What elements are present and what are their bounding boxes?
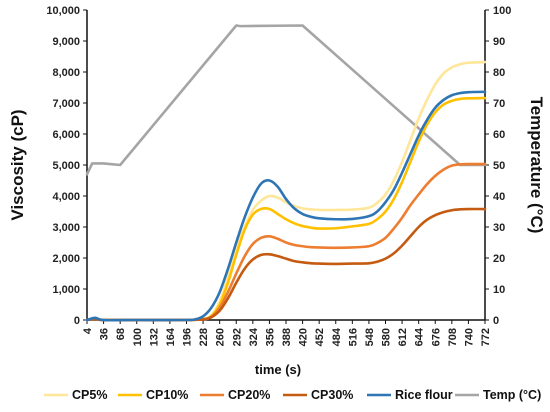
series-line-cp5 bbox=[85, 60, 487, 322]
y-right-tick-label: 40 bbox=[493, 191, 505, 203]
legend-label-cp5: CP5% bbox=[72, 388, 107, 402]
x-tick-label: 676 bbox=[430, 328, 442, 346]
series-line-cp30 bbox=[85, 207, 487, 322]
x-tick-label: 548 bbox=[364, 328, 376, 346]
y-left-tick-label: 5,000 bbox=[52, 160, 80, 172]
y-right-tick-label: 60 bbox=[493, 129, 505, 141]
x-tick-label: 644 bbox=[414, 327, 426, 346]
x-tick-label: 420 bbox=[298, 328, 310, 346]
y-left-tick-label: 7,000 bbox=[52, 98, 80, 110]
y-left-tick-label: 2,000 bbox=[52, 253, 80, 265]
y-left-tick-labels: 0 1,000 2,000 3,000 4,000 5,000 6,000 7,000 8,00… bbox=[46, 5, 87, 327]
x-tick-label: 772 bbox=[480, 328, 492, 346]
y-right-tick-label: 0 bbox=[493, 315, 499, 327]
y-left-tick-label: 9,000 bbox=[52, 36, 80, 48]
y-right-tick-label: 10 bbox=[493, 284, 505, 296]
legend-label-cp20: CP20% bbox=[228, 388, 270, 402]
legend-label-rice-flour: Rice flour bbox=[395, 388, 453, 402]
y-left-tick-label: 3,000 bbox=[52, 222, 80, 234]
x-tick-label: 292 bbox=[231, 328, 243, 346]
y-left-tick-label: 1,000 bbox=[52, 284, 80, 296]
x-tick-label: 516 bbox=[347, 328, 359, 346]
series-line-rice-flour bbox=[85, 90, 487, 322]
x-tick-label: 4 bbox=[82, 327, 94, 334]
x-tick-label: 164 bbox=[165, 327, 177, 346]
y-left-tick-label: 8,000 bbox=[52, 67, 80, 79]
x-tick-label: 324 bbox=[248, 327, 260, 346]
x-tick-labels: 4 36 68 100 132 164 196 228 260 292 324 356 388 420 45… bbox=[82, 320, 492, 346]
x-tick-label: 196 bbox=[182, 328, 194, 346]
x-tick-label: 132 bbox=[148, 328, 160, 346]
series-line-cp20 bbox=[85, 162, 487, 322]
y-left-tick-label: 6,000 bbox=[52, 129, 80, 141]
y-left-tick-label: 0 bbox=[74, 315, 80, 327]
x-tick-label: 228 bbox=[198, 328, 210, 346]
y-right-tick-label: 80 bbox=[493, 67, 505, 79]
x-tick-label: 484 bbox=[331, 327, 343, 346]
plot-area: 4 36 68 100 132 164 196 228 260 292 324 356 388 420 45… bbox=[46, 5, 511, 346]
x-tick-label: 260 bbox=[215, 328, 227, 346]
x-tick-label: 708 bbox=[447, 328, 459, 346]
x-tick-label: 68 bbox=[115, 328, 127, 340]
legend-label-cp30: CP30% bbox=[311, 388, 353, 402]
y-right-tick-label: 50 bbox=[493, 160, 505, 172]
x-tick-label: 100 bbox=[132, 328, 144, 346]
y-left-axis-title: Viscosity (cP) bbox=[8, 109, 27, 220]
x-tick-label: 612 bbox=[397, 328, 409, 346]
legend: CP5% CP10% CP20% CP30% Rice flour Temp (°C) bbox=[44, 388, 541, 402]
series-line-temp-c bbox=[85, 24, 487, 176]
x-tick-label: 36 bbox=[99, 328, 111, 340]
x-tick-label: 356 bbox=[264, 328, 276, 346]
y-left-tick-label: 4,000 bbox=[52, 191, 80, 203]
y-right-tick-label: 20 bbox=[493, 253, 505, 265]
x-tick-label: 580 bbox=[381, 328, 393, 346]
y-right-tick-label: 90 bbox=[493, 36, 505, 48]
y-left-tick-label: 10,000 bbox=[46, 5, 80, 17]
y-right-tick-label: 30 bbox=[493, 222, 505, 234]
y-right-axis-title: Temperature (°C) bbox=[527, 97, 546, 234]
x-tick-label: 740 bbox=[463, 328, 475, 346]
y-right-tick-label: 100 bbox=[493, 5, 511, 17]
x-axis-title: time (s) bbox=[255, 362, 301, 377]
legend-label-temp-c: Temp (°C) bbox=[483, 388, 541, 402]
x-tick-label: 452 bbox=[314, 328, 326, 346]
x-tick-label: 388 bbox=[281, 328, 293, 346]
series-lines bbox=[85, 24, 487, 322]
legend-label-cp10: CP10% bbox=[146, 388, 188, 402]
y-right-tick-label: 70 bbox=[493, 98, 505, 110]
y-right-tick-labels: 0 10 20 30 40 50 60 70 80 90 100 bbox=[485, 5, 511, 327]
